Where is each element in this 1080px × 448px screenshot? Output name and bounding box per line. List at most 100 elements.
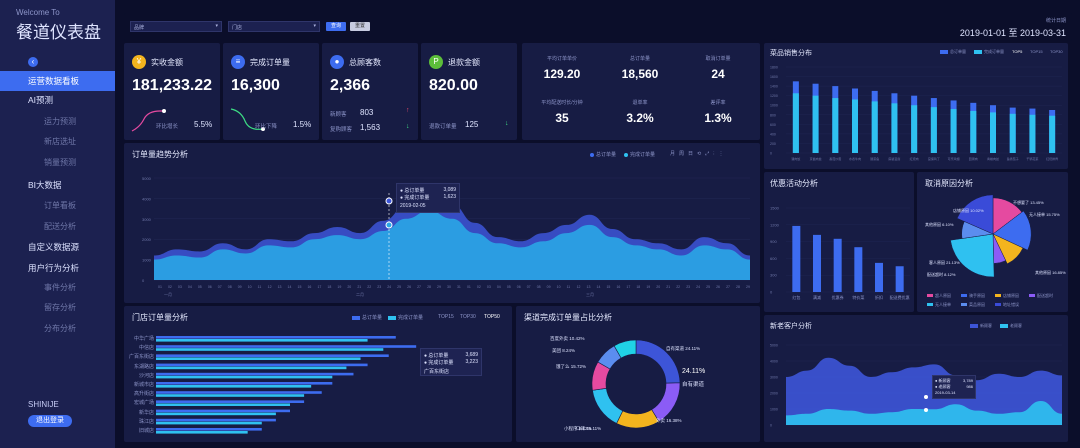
cancel-legend-4: 无人接单 (927, 302, 951, 308)
svg-text:1800: 1800 (770, 66, 778, 70)
store-bar-total (156, 428, 262, 431)
svg-text:1000: 1000 (770, 408, 778, 412)
dish-xtick: 回锅肉 (969, 156, 978, 161)
kpi-row1-value: 803 (360, 108, 374, 117)
sidebar-item-0[interactable]: 运营数据看板 (0, 71, 115, 91)
cancel-label-2: 店铺原因 10.02% (953, 208, 984, 213)
svg-text:22: 22 (367, 285, 371, 289)
svg-text:300: 300 (770, 273, 777, 278)
kpi-value: 2,366 (330, 77, 371, 94)
sidebar-item-5[interactable]: BI大数据 (28, 180, 62, 190)
newold-area-new (786, 357, 1062, 425)
svg-text:0: 0 (770, 290, 773, 295)
store-title: 门店订单量分析 (132, 313, 188, 322)
sidebar-item-6[interactable]: 订单看板 (44, 201, 76, 210)
svg-text:21: 21 (666, 285, 670, 289)
cancel-label-1: 无人接单 15.75% (1029, 212, 1060, 217)
dish-tab-top30[interactable]: TOP30 (1050, 49, 1063, 54)
stat-value-4: 3.2% (626, 111, 654, 125)
brand-name: SHINIJE (28, 400, 59, 409)
sidebar-item-9[interactable]: 用户行为分析 (28, 263, 80, 273)
store-tab-top50[interactable]: TOP50 (484, 314, 500, 320)
store-label-5: 新城市店 (133, 382, 154, 388)
cancel-label-3: 其他原因 6.10% (925, 222, 954, 227)
sidebar-item-3[interactable]: 新店选址 (44, 137, 76, 146)
store-bar-total (156, 418, 276, 422)
dish-bar-done (871, 101, 878, 153)
trend-chart: 5000 4000 3000 2000 1000 0 01 02 03 04 05 06 07 08 09… (142, 176, 750, 289)
store-bar-total (156, 400, 305, 403)
sidebar-item-4[interactable]: 销量预测 (44, 158, 76, 167)
svg-text:16: 16 (307, 285, 311, 289)
brand-select[interactable]: 品牌 ▾ (130, 21, 222, 32)
month-2: 二月 (356, 292, 364, 297)
sidebar: Welcome To 餐道仪表盘 ‹ 运营数据看板 AI预测 运力预测 新店选址 销量预… (0, 0, 115, 448)
kpi-card-0: ¥ 实收金额 181,233.22 环比增长 5.5% (124, 43, 220, 140)
cancel-legend-5: 菜品原因 (961, 302, 985, 308)
sidebar-item-7[interactable]: 配送分析 (44, 222, 76, 231)
date-range[interactable]: 2019-01-01 至 2019-03-31 (959, 28, 1066, 38)
filter-bar: 品牌 ▾ 门店 ▾ 查询 重置 统计日期 2019-01-01 至 2019-03-… (124, 13, 1072, 41)
dish-bar-done (1029, 114, 1036, 153)
store-bar-total (156, 345, 417, 348)
dish-bar-done (812, 95, 819, 153)
query-button[interactable]: 查询 (326, 22, 346, 31)
svg-text:1200: 1200 (770, 222, 780, 227)
store-tab-top30[interactable]: TOP30 (460, 314, 476, 320)
kpi-value: 820.00 (429, 77, 478, 94)
sidebar-item-2[interactable]: 运力预测 (44, 117, 76, 126)
logout-button[interactable]: 退出登录 (28, 415, 72, 427)
svg-text:05: 05 (507, 285, 511, 289)
store-tooltip: ● 总订单量 3,689 ● 完成订单量 3,223 广百东街店 (420, 348, 482, 376)
promo-xtick: 特价菜 (852, 294, 864, 300)
store-bar-done (156, 431, 248, 434)
stat-label-1: 总订单量 (629, 56, 650, 62)
svg-text:28: 28 (736, 285, 740, 289)
promo-bar (854, 247, 863, 292)
kpi-sub-label: 环比增长 (156, 124, 179, 130)
channel-center-label: 自有渠道 (682, 382, 705, 388)
store-legend-total: 总订单量 (352, 314, 382, 321)
reset-button[interactable]: 重置 (350, 22, 370, 31)
kpi-label: 完成订单量 (250, 58, 290, 67)
dish-bar-done (792, 93, 799, 153)
promo-bar (875, 262, 883, 292)
svg-text:20: 20 (347, 285, 351, 289)
store-select[interactable]: 门店 ▾ (228, 21, 320, 32)
svg-text:25: 25 (397, 285, 401, 289)
sidebar-item-12[interactable]: 分布分析 (44, 324, 76, 333)
svg-text:25: 25 (706, 285, 710, 289)
kpi-value: 181,233.22 (132, 77, 213, 94)
svg-text:23: 23 (377, 285, 381, 289)
sidebar-item-10[interactable]: 事件分析 (44, 283, 76, 292)
store-label-0: 中华广场 (133, 336, 154, 342)
store-label-9: 珠江店 (138, 418, 154, 425)
promo-bar (895, 266, 904, 292)
dish-tab-top15[interactable]: TOP15 (1030, 49, 1043, 54)
sidebar-item-8[interactable]: 自定义数据源 (28, 242, 80, 252)
svg-text:27: 27 (726, 285, 730, 289)
dish-tab-top5[interactable]: TOP5 (1012, 49, 1023, 54)
svg-text:1000: 1000 (770, 104, 778, 108)
channel-title: 渠道完成订单量占比分析 (524, 313, 612, 322)
svg-text:4000: 4000 (142, 196, 152, 201)
svg-text:17: 17 (317, 285, 321, 289)
newold-legend-new: 新顾客 (970, 323, 992, 329)
trend-toolbar[interactable]: 月周日⟲⤢⫶⋮ (670, 151, 728, 157)
channel-label-2: 口碑 15.11% (576, 426, 602, 431)
store-label-10: 旧城店 (138, 428, 154, 434)
svg-text:26: 26 (407, 285, 411, 289)
sidebar-item-1[interactable]: AI预测 (28, 95, 54, 105)
newold-area-old (786, 401, 1062, 425)
dish-bar-done (950, 109, 957, 153)
arrow-up-icon: ↑ (406, 107, 410, 114)
kpi-sparkline (230, 108, 265, 131)
store-label-6: 高升街店 (133, 391, 154, 398)
channel-panel: 渠道完成订单量占比分析 饿了么 15.72% 美团 8.24% 口碑 15.11% 百… (516, 306, 760, 442)
newold-tooltip: ● 新顾客 3,789 ● 老顾客 986 2019-03-14 (932, 375, 976, 399)
svg-text:0: 0 (142, 278, 145, 283)
store-tab-top15[interactable]: TOP15 (438, 314, 454, 320)
svg-text:1200: 1200 (770, 94, 778, 98)
sidebar-item-11[interactable]: 留存分析 (44, 303, 76, 312)
chevron-left-icon[interactable]: ‹ (28, 57, 38, 67)
